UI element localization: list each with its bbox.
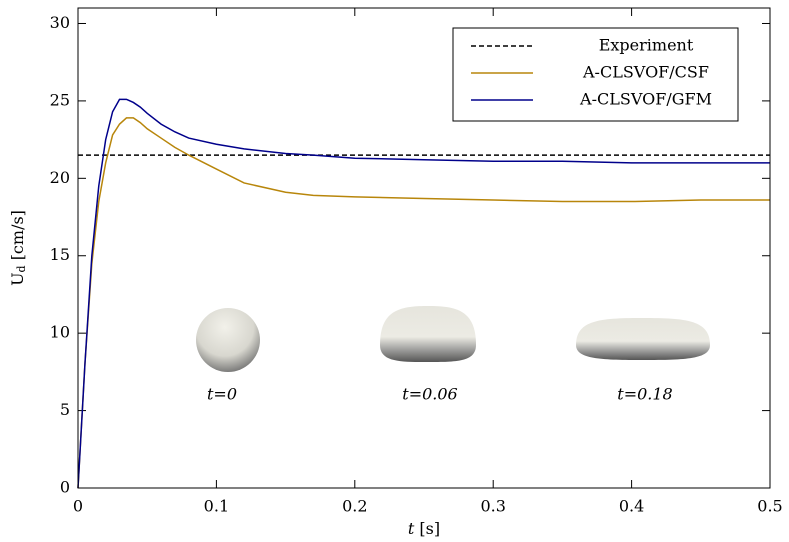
series-line [77, 117, 770, 489]
annotation: t=0.18 [617, 385, 672, 404]
droplet [380, 306, 476, 362]
y-tick-label: 5 [60, 400, 70, 419]
droplet [196, 308, 260, 372]
y-tick-label: 15 [50, 245, 70, 264]
x-axis-label: t [s] [408, 519, 440, 538]
legend-label: A-CLSVOF/CSF [582, 63, 709, 82]
y-tick-label: 10 [50, 323, 70, 342]
droplet [576, 318, 710, 360]
legend-label: Experiment [599, 36, 694, 55]
x-tick-label: 0.4 [619, 497, 644, 516]
x-tick-label: 0.2 [342, 497, 367, 516]
y-tick-label: 25 [50, 90, 70, 109]
y-axis-label-part: U [8, 272, 27, 285]
y-axis-label-part: [cm/s] [8, 210, 27, 265]
x-tick-label: 0.3 [480, 497, 505, 516]
y-axis-label: Ud [cm/s] [8, 210, 29, 286]
x-axis-label-part: [s] [414, 519, 440, 538]
x-tick-label: 0 [73, 497, 83, 516]
legend-label: A-CLSVOF/GFM [579, 90, 712, 109]
x-axis-label-part: t [408, 519, 415, 538]
y-tick-label: 20 [50, 168, 70, 187]
y-axis-label-part: d [15, 265, 28, 272]
annotation: t=0 [207, 385, 237, 404]
annotation: t=0.06 [402, 385, 457, 404]
y-tick-label: 0 [60, 478, 70, 497]
y-tick-label: 30 [50, 13, 70, 32]
legend-box [452, 27, 739, 122]
x-tick-label: 0.1 [204, 497, 229, 516]
plot-frame [77, 7, 771, 489]
droplets [196, 306, 710, 372]
x-tick-label: 0.5 [757, 497, 782, 516]
series-line [77, 98, 770, 489]
